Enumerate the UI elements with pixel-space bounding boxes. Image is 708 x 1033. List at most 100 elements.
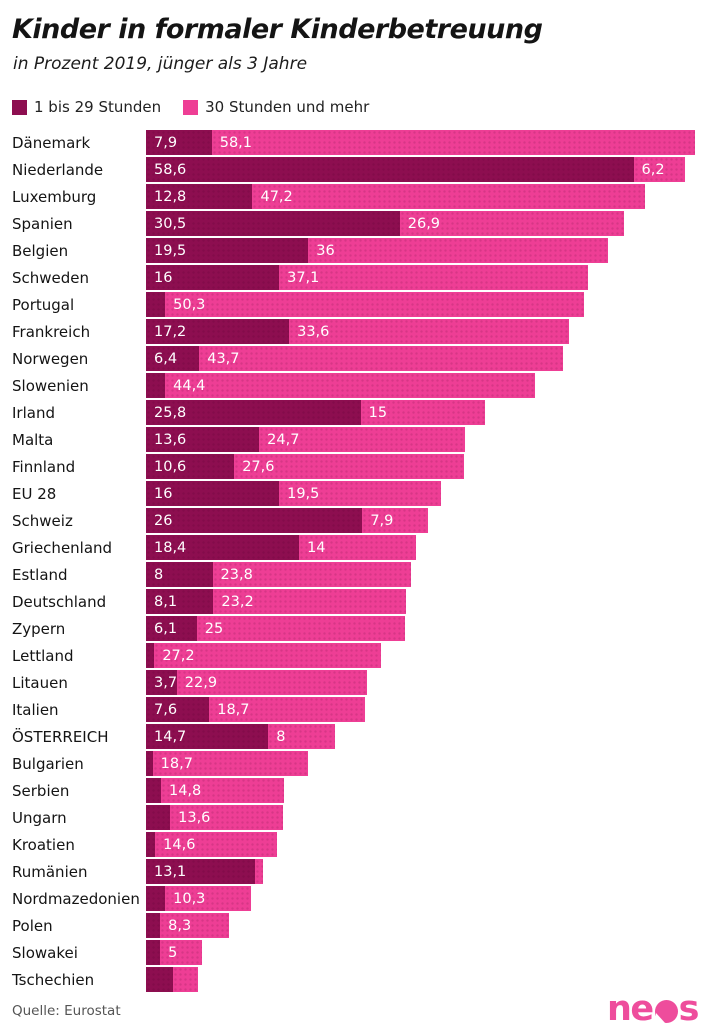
stacked-bar: 16 37,1 [146,265,708,290]
bar-segment-1-29h: 14,7 [146,724,269,749]
bar-segment-30h-plus [254,859,264,884]
country-label: Finnland [12,457,76,476]
stacked-bar: 13,6 24,7 [146,427,708,452]
value-label-30h-plus: 6,2 [641,161,665,178]
stacked-bar: 14,7 8 [146,724,708,749]
country-label: Deutschland [12,592,107,611]
bar-segment-30h-plus: 37,1 [279,265,588,290]
stacked-bar: 17,2 33,6 [146,319,708,344]
bar-row: Griechenland 18,4 14 [0,534,708,561]
bar-segment-1-29h [146,967,174,992]
bar-segment-30h-plus: 33,6 [289,319,569,344]
bar-segment-1-29h: 16 [146,481,280,506]
bar-segment-1-29h: 7,6 [146,697,210,722]
stacked-bar: 25,8 15 [146,400,708,425]
bar-segment-1-29h: 16 [146,265,280,290]
stacked-bar [146,967,708,992]
stacked-bar: 8,1 23,2 [146,589,708,614]
bar-segment-30h-plus: 13,6 [170,805,284,830]
value-label-30h-plus: 14 [307,539,326,556]
value-label-30h-plus: 15 [368,404,388,421]
country-label: Litauen [12,673,68,692]
bar-row: Rumänien 13,1 [0,858,708,885]
value-label-1-29h: 6,4 [154,350,178,367]
bar-row: ÖSTERREICH 14,7 8 [0,723,708,750]
stacked-bar: 8,3 [146,913,708,938]
stacked-bar: 10,6 27,6 [146,454,708,479]
stacked-bar: 19,5 36 [146,238,708,263]
value-label-30h-plus: 47,2 [260,188,293,205]
bar-segment-1-29h: 13,1 [146,859,255,884]
value-label-30h-plus: 25 [204,620,224,637]
bar-segment-30h-plus: 18,7 [152,751,309,776]
value-label-1-29h: 14,7 [154,728,187,745]
value-label-30h-plus: 14,8 [168,782,202,799]
bar-row: Schweiz 26 7,9 [0,507,708,534]
bar-row: Schweden 16 37,1 [0,264,708,291]
bar-row: Polen 8,3 [0,912,708,939]
value-label-1-29h: 25,8 [154,404,187,421]
footer: Quelle: Eurostat ne s [0,981,708,1033]
country-label: Kroatien [12,835,75,854]
country-label: Italien [12,700,59,719]
value-label-30h-plus: 26,9 [407,215,441,232]
value-label-30h-plus: 18,7 [217,701,250,718]
bar-segment-1-29h: 8,1 [146,589,214,614]
country-label: Slowenien [12,376,89,395]
bar-segment-1-29h [146,913,161,938]
bar-segment-30h-plus: 27,6 [234,454,464,479]
legend: 1 bis 29 Stunden 30 Stunden und mehr [12,98,696,116]
bar-segment-1-29h [146,940,161,965]
bar-row: EU 28 16 19,5 [0,480,708,507]
stacked-bar: 14,8 [146,778,708,803]
stacked-bar: 14,6 [146,832,708,857]
value-label-30h-plus: 36 [316,242,335,259]
bar-segment-1-29h [146,373,166,398]
legend-item-1-29h: 1 bis 29 Stunden [12,98,161,116]
bar-row: Bulgarien 18,7 [0,750,708,777]
bar-segment-30h-plus: 14,6 [155,832,277,857]
neos-logo-text-left: ne [607,989,654,1029]
bar-segment-1-29h [146,778,161,803]
value-label-30h-plus: 27,6 [242,458,275,475]
stacked-bar: 13,1 [146,859,708,884]
value-label-30h-plus: 24,7 [267,431,300,448]
bar-row: Dänemark 7,9 58,1 [0,129,708,156]
stacked-bar: 18,7 [146,751,708,776]
country-label: Ungarn [12,808,67,827]
value-label-30h-plus: 58,1 [219,134,253,151]
country-label: Belgien [12,241,69,260]
value-label-1-29h: 12,8 [154,188,187,205]
value-label-30h-plus: 50,3 [173,296,206,313]
value-label-1-29h: 13,1 [154,863,187,880]
source-note: Quelle: Eurostat [12,1003,121,1019]
bar-segment-30h-plus: 19,5 [279,481,442,506]
country-label: Schweiz [12,511,73,530]
chart-rows: Dänemark 7,9 58,1 Niederlande 58,6 6,2 [0,129,708,993]
country-label: Lettland [12,646,74,665]
value-label-30h-plus: 8 [276,728,286,745]
stacked-bar: 12,8 47,2 [146,184,708,209]
stacked-bar: 50,3 [146,292,708,317]
stacked-bar: 8 23,8 [146,562,708,587]
bar-segment-30h-plus: 23,8 [212,562,411,587]
bar-segment-1-29h [146,643,155,668]
legend-label: 1 bis 29 Stunden [34,98,162,116]
bar-segment-1-29h: 3,7 [146,670,177,695]
neos-logo-text-right: s [678,989,700,1029]
value-label-30h-plus: 10,3 [173,890,206,907]
legend-item-30h-plus: 30 Stunden und mehr [183,98,369,116]
bar-segment-1-29h: 17,2 [146,319,290,344]
neos-logo: ne s [607,989,700,1029]
country-label: Schweden [12,268,90,287]
stacked-bar: 26 7,9 [146,508,708,533]
bar-segment-30h-plus: 23,2 [213,589,407,614]
bar-segment-1-29h: 25,8 [146,400,361,425]
value-label-1-29h: 3,7 [154,674,177,691]
stacked-bar: 30,5 26,9 [146,211,708,236]
value-label-1-29h: 16 [154,269,173,286]
bar-row: Spanien 30,5 26,9 [0,210,708,237]
bar-row: Kroatien 14,6 [0,831,708,858]
bar-segment-30h-plus: 15 [360,400,486,425]
bar-segment-30h-plus: 5 [160,940,202,965]
